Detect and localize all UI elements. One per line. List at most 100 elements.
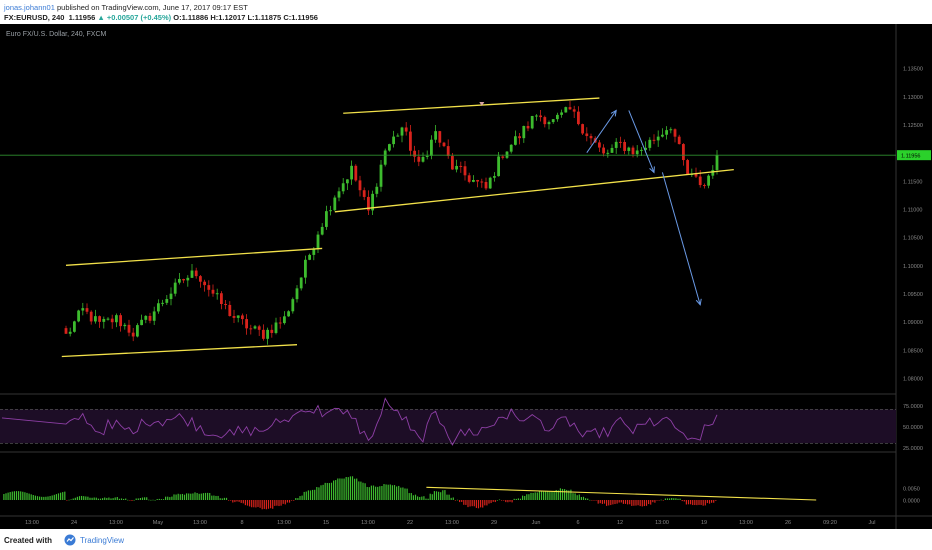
momentum-bar (561, 488, 564, 500)
candle (266, 329, 269, 339)
publish-text: published on TradingView.com, June 17, 2… (56, 3, 248, 12)
candle (661, 134, 664, 137)
candle (123, 324, 127, 327)
momentum-bar (627, 500, 629, 505)
candle (648, 139, 652, 148)
momentum-bar (169, 497, 171, 500)
candle (434, 131, 437, 140)
momentum-bar (330, 482, 333, 500)
momentum-bar (694, 500, 696, 506)
momentum-bar (408, 493, 410, 500)
projection-arrow (586, 110, 617, 153)
momentum-bar (435, 491, 438, 500)
momentum-bar (370, 485, 372, 500)
momentum-bar (51, 495, 53, 500)
chart-area[interactable]: Euro FX/U.S. Dollar, 240, FXCM 1.13500 1.… (0, 24, 932, 529)
candle (173, 282, 177, 294)
time-tick-label: 13:00 (109, 520, 123, 526)
momentum-bar (66, 500, 68, 501)
candle (585, 133, 589, 137)
rsi-line (1, 397, 718, 446)
momentum-bar (492, 500, 494, 502)
candle (211, 289, 215, 294)
candle (677, 136, 681, 145)
candle (564, 107, 568, 113)
time-tick-label: 29 (491, 520, 497, 526)
momentum-bar (614, 500, 616, 505)
momentum-bar (666, 498, 669, 500)
momentum-bar (146, 497, 148, 500)
candle (505, 151, 509, 158)
momentum-bar (501, 500, 503, 501)
momentum-bar (704, 500, 706, 506)
momentum-bar (144, 497, 146, 500)
momentum-bar (484, 500, 486, 506)
momentum-bar (223, 497, 225, 500)
candle (488, 177, 492, 189)
momentum-bar (175, 494, 177, 500)
candle (522, 125, 526, 139)
momentum-bar (456, 499, 459, 501)
candle (73, 321, 76, 332)
candle (81, 308, 85, 311)
symbol-info: FX:EURUSD, 240 1.11956 ▲ +0.00507 (+0.45… (4, 13, 318, 22)
momentum-bar (209, 492, 211, 500)
momentum-bar (326, 482, 328, 500)
momentum-bar (486, 500, 488, 506)
candle (451, 156, 454, 170)
momentum-bar (83, 496, 85, 500)
price-pane (0, 24, 932, 529)
momentum-bar (259, 500, 261, 508)
candle (64, 328, 68, 334)
momentum-bar (551, 491, 553, 500)
momentum-bar (389, 484, 391, 500)
candle (400, 127, 404, 136)
candle (295, 288, 299, 300)
momentum-bar (127, 499, 129, 501)
momentum-bar (593, 500, 595, 501)
tradingview-brand[interactable]: TradingView (80, 536, 125, 545)
momentum-bar (519, 498, 522, 500)
momentum-bar (429, 493, 431, 500)
momentum-bar (509, 500, 511, 502)
momentum-bar (131, 500, 133, 501)
candle (606, 152, 610, 154)
candle (308, 254, 311, 260)
momentum-bar (196, 492, 198, 500)
candle (673, 129, 677, 137)
momentum-bar (536, 492, 538, 500)
momentum-bar (183, 494, 186, 500)
momentum-bar (133, 499, 135, 501)
momentum-bar (377, 486, 379, 500)
momentum-bar (419, 497, 421, 500)
candle (131, 332, 135, 337)
momentum-bar (312, 489, 314, 500)
momentum-bar (261, 500, 263, 510)
time-tick-label: 12 (617, 520, 623, 526)
momentum-tick-label: 0.0000 (903, 499, 920, 505)
momentum-bar (297, 498, 299, 500)
candle (572, 109, 576, 112)
momentum-bar (555, 489, 557, 500)
chart-svg[interactable]: 1.135001.130001.125001.120001.115001.110… (0, 24, 932, 529)
momentum-bar (341, 478, 343, 500)
momentum-bar (431, 494, 433, 500)
momentum-bar (671, 497, 673, 500)
momentum-bar (255, 500, 257, 508)
momentum-bar (398, 485, 400, 500)
momentum-bar (99, 498, 102, 500)
candle (472, 179, 475, 182)
time-tick-label: 8 (240, 520, 243, 526)
chart-title: Euro FX/U.S. Dollar, 240, FXCM (6, 31, 107, 38)
momentum-bar (265, 500, 267, 510)
candle (446, 146, 450, 157)
momentum-bar (595, 500, 597, 501)
momentum-bar (215, 495, 217, 500)
candle (119, 315, 122, 327)
candle (665, 130, 668, 135)
author-link[interactable]: jonas.johann01 (4, 3, 55, 12)
candle (396, 135, 400, 137)
candle (682, 144, 685, 161)
momentum-bar (356, 478, 358, 500)
candle (253, 326, 257, 329)
